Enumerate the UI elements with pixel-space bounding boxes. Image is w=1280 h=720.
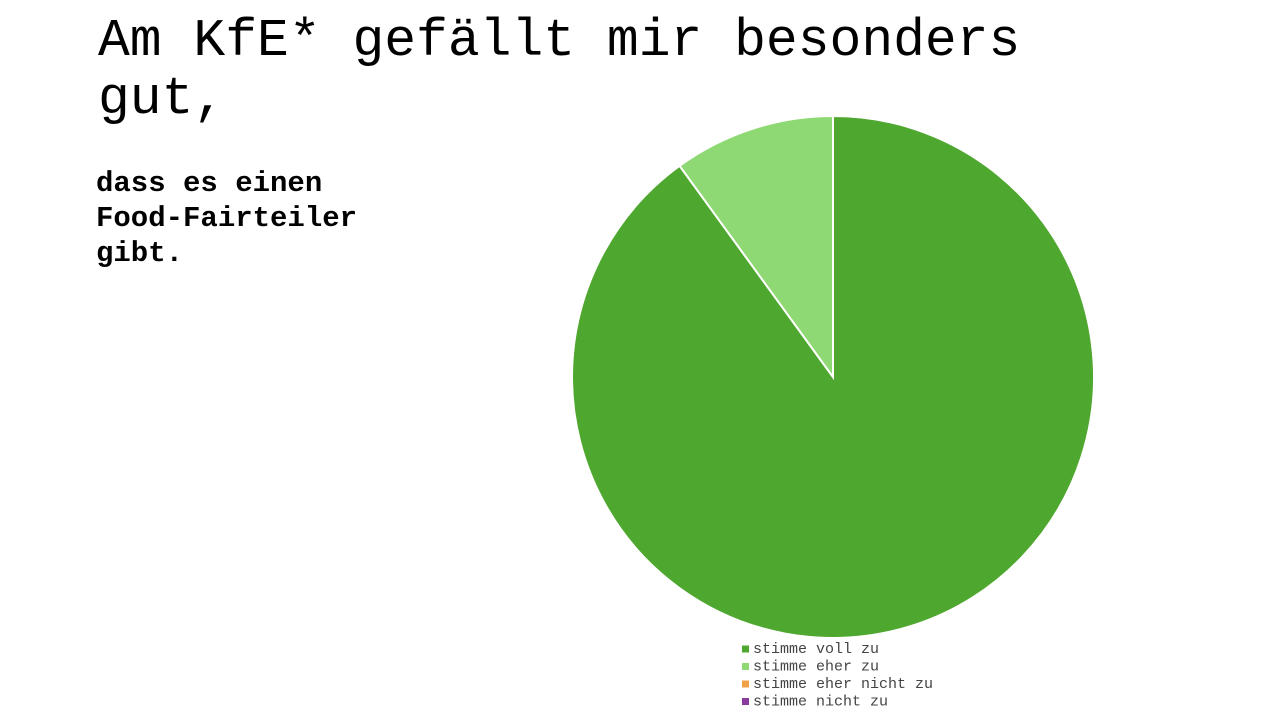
- legend-label: stimme eher zu: [753, 658, 879, 675]
- legend-label: stimme voll zu: [753, 641, 879, 658]
- legend-swatch: [742, 698, 749, 705]
- pie-slice: [678, 114, 834, 381]
- legend-swatch: [742, 645, 749, 653]
- legend-label: stimme nicht zu: [753, 693, 888, 710]
- legend-swatch: [742, 663, 749, 670]
- chart-title: Am KfE* gefällt mir besonders gut,: [98, 11, 1021, 129]
- legend-swatch: [742, 680, 749, 688]
- legend-label: stimme eher nicht zu: [753, 676, 933, 693]
- chart-subtitle: dass es einen Food-Fairteiler gibt.: [96, 167, 358, 270]
